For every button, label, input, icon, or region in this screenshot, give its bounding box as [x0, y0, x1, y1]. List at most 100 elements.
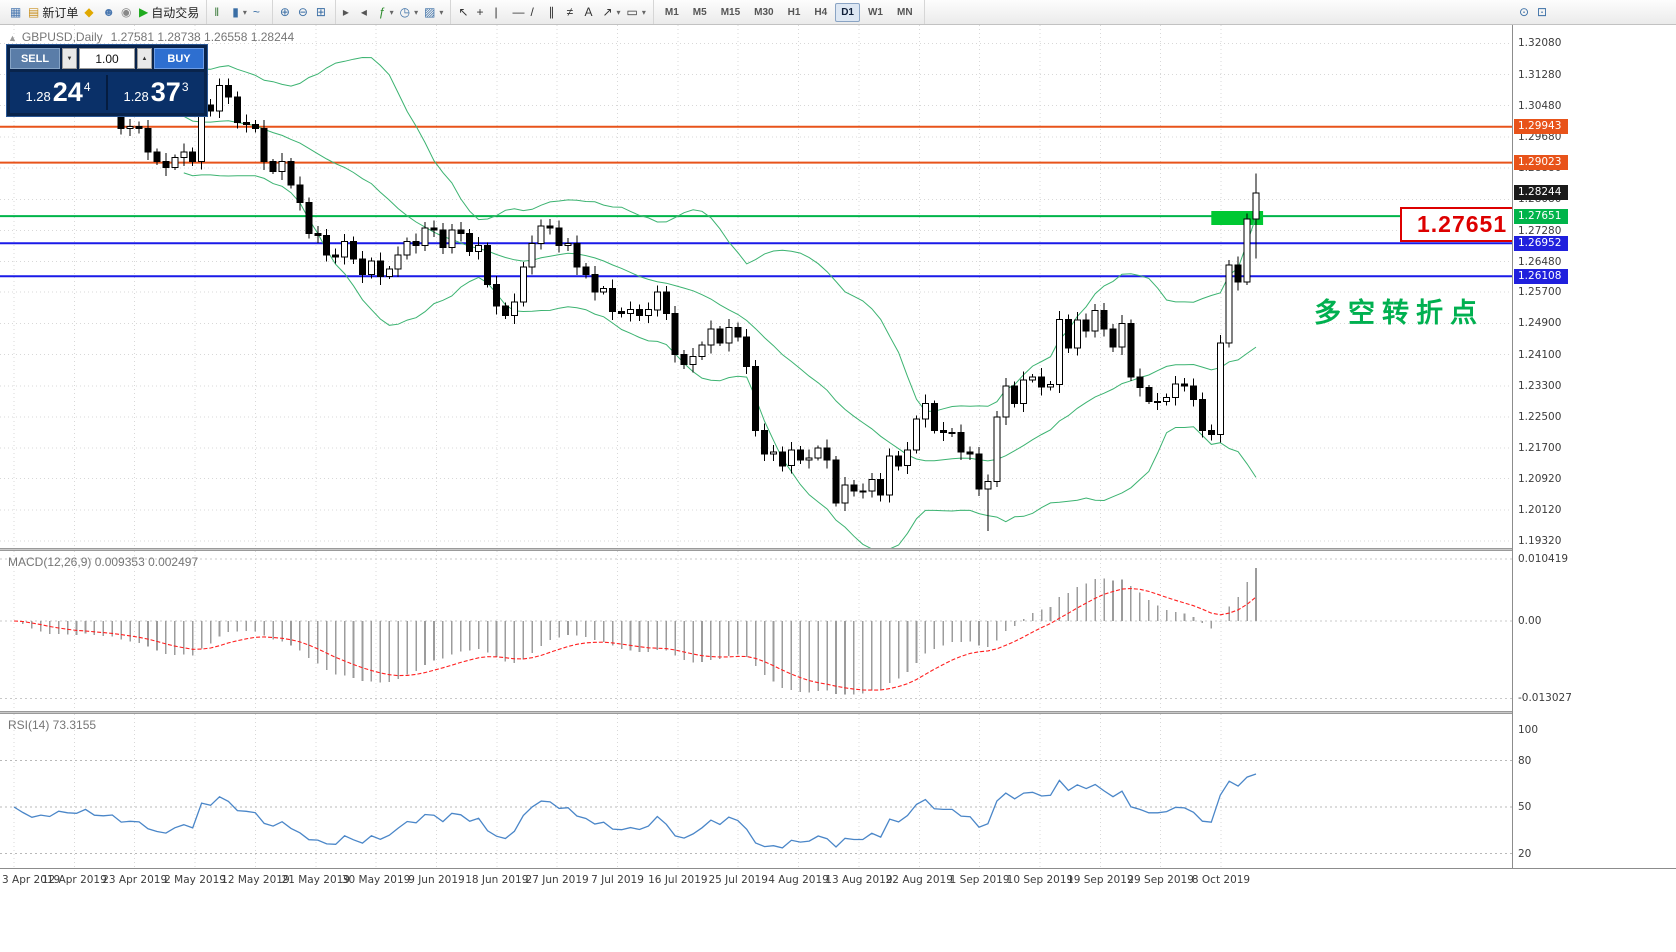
- price-grid-label: 1.24900: [1518, 317, 1562, 330]
- macd-panel[interactable]: MACD(12,26,9) 0.009353 0.002497: [0, 551, 1512, 711]
- price-grid-label: 1.23300: [1518, 379, 1562, 392]
- zoom-in-button[interactable]: ⊕: [277, 2, 295, 22]
- indicators-icon: ƒ: [378, 5, 386, 19]
- timeframe-m5-button[interactable]: M5: [692, 6, 707, 18]
- collapse-panel-icon[interactable]: ▲: [8, 33, 17, 43]
- timeframe-h4-button[interactable]: H4: [814, 6, 828, 18]
- timeframe-w1-button[interactable]: W1: [867, 6, 883, 18]
- profiles-icon: ☻: [102, 5, 115, 19]
- crosshair-button[interactable]: +: [473, 2, 491, 22]
- time-axis-label: 22 Aug 2019: [885, 874, 953, 886]
- candlestick-chart-icon: ▮: [232, 5, 239, 19]
- timeframe-m30-button[interactable]: M30: [754, 6, 774, 18]
- timeframe-mn-button[interactable]: MN: [896, 6, 913, 18]
- rsi-axis-label: 100: [1518, 723, 1539, 736]
- time-axis-label: 12 Apr 2019: [41, 874, 107, 886]
- zoom-out-button[interactable]: ⊖: [295, 2, 313, 22]
- rsi-axis-label: 50: [1518, 801, 1532, 813]
- autotrading-button-label: 自动交易: [151, 5, 200, 20]
- rsi-chart[interactable]: [0, 714, 1512, 868]
- timeframe-d1-button[interactable]: D1: [835, 2, 860, 22]
- data-window-button[interactable]: ◉: [118, 2, 136, 22]
- text-label-icon: A: [584, 5, 593, 19]
- data-window-icon: ◉: [121, 5, 132, 19]
- auto-scroll-button[interactable]: ▸: [340, 2, 358, 22]
- indicators-button[interactable]: ƒ ▾: [376, 2, 397, 22]
- time-axis-label: 1 Sep 2019: [949, 874, 1010, 886]
- cursor-button[interactable]: ↖: [455, 2, 473, 22]
- toolbar-right-group: ⊙ ⊡: [1516, 0, 1552, 24]
- macd-chart[interactable]: [0, 551, 1512, 711]
- periods-button[interactable]: ◷ ▾: [397, 2, 422, 22]
- panel-splitter-2[interactable]: [0, 711, 1676, 714]
- line-chart-button[interactable]: ~: [250, 2, 268, 22]
- profiles-button[interactable]: ☻: [99, 2, 118, 22]
- time-axis-label: 27 Jun 2019: [525, 874, 589, 886]
- equidistant-channel-button[interactable]: ∥: [545, 2, 563, 22]
- panel-splitter-1[interactable]: [0, 548, 1676, 551]
- macd-signal-line: [13, 587, 1257, 691]
- buy-price-display[interactable]: 1.28373: [108, 77, 204, 108]
- price-grid-label: 1.32080: [1518, 37, 1562, 50]
- periods-icon: ◷: [399, 5, 411, 19]
- shapes-button[interactable]: ▭ ▾: [624, 2, 649, 22]
- candlestick-chart[interactable]: [0, 25, 1512, 548]
- sell-price-pipette: 4: [83, 80, 91, 94]
- main-chart-panel[interactable]: ▲ GBPUSD,Daily 1.27581 1.28738 1.26558 1.2…: [0, 25, 1525, 548]
- vertical-line-button[interactable]: |: [491, 2, 509, 22]
- text-label-button[interactable]: A: [581, 2, 599, 22]
- price-level-callout[interactable]: 1.27651: [1400, 207, 1525, 242]
- time-axis-label: 25 Jul 2019: [708, 874, 768, 886]
- dropdown-caret-icon[interactable]: ▾: [641, 7, 646, 17]
- timeframe-group: M1 M5 M15 M30 H1 H4 D1 W1 MN: [654, 0, 925, 24]
- dropdown-caret-icon[interactable]: ▾: [414, 7, 419, 17]
- fibonacci-button[interactable]: ≠: [563, 2, 581, 22]
- price-grid-label: 1.31280: [1518, 68, 1562, 81]
- new-order-button[interactable]: ▤ 新订单: [25, 2, 81, 22]
- new-chart-button[interactable]: ⊡: [1534, 2, 1552, 22]
- search-button[interactable]: ⊙: [1516, 2, 1534, 22]
- candlestick-chart-button[interactable]: ▮ ▾: [229, 2, 250, 22]
- rsi-panel[interactable]: RSI(14) 73.3155: [0, 714, 1512, 868]
- price-grid-label: 1.30480: [1518, 99, 1562, 112]
- sell-price-display[interactable]: 1.28244: [10, 77, 106, 108]
- volume-increase-button[interactable]: ▲: [137, 48, 152, 69]
- support-price-tag-1: 1.26952: [1514, 235, 1568, 251]
- dropdown-caret-icon[interactable]: ▾: [616, 7, 621, 17]
- buy-button[interactable]: BUY: [154, 48, 204, 69]
- time-axis-label: 10 Sep 2019: [1006, 874, 1074, 886]
- sell-price-prefix: 1.28: [25, 89, 51, 104]
- one-click-trading-panel: SELL ▼ ▲ BUY 1.28244 1.28373: [6, 44, 208, 117]
- timeframe-h1-button[interactable]: H1: [787, 6, 801, 18]
- time-axis[interactable]: 3 Apr 2019 12 Apr 2019 23 Apr 2019 2 May 20…: [0, 868, 1676, 894]
- timeframe-m1-button[interactable]: M1: [664, 6, 679, 18]
- expert-advisors-button[interactable]: ◆: [81, 2, 99, 22]
- price-axis[interactable]: 1.320801.312801.304801.296801.288801.280…: [1512, 25, 1676, 868]
- tile-windows-button[interactable]: ⊞: [313, 2, 331, 22]
- macd-histogram: [22, 567, 1257, 695]
- chart-shift-button[interactable]: ◂: [358, 2, 376, 22]
- shapes-icon: ▭: [626, 5, 638, 19]
- trendline-icon: /: [530, 5, 534, 19]
- trendline-button[interactable]: /: [527, 2, 545, 22]
- macd-indicator-label: MACD(12,26,9) 0.009353 0.002497: [8, 555, 199, 569]
- dropdown-caret-icon[interactable]: ▾: [439, 7, 444, 17]
- price-grid-label: 1.25700: [1518, 286, 1562, 299]
- autotrading-icon: ▶: [139, 5, 149, 19]
- templates-button[interactable]: ▨ ▾: [421, 2, 446, 22]
- dropdown-caret-icon[interactable]: ▾: [242, 7, 247, 17]
- pivot-annotation-text[interactable]: 多空转折点: [1314, 298, 1484, 328]
- rsi-grid: [0, 714, 1512, 868]
- pivot-price-tag: 1.27651: [1514, 208, 1568, 224]
- autotrading-button[interactable]: ▶ 自动交易: [136, 2, 202, 22]
- crosshair-icon: +: [476, 5, 484, 19]
- arrow-objects-button[interactable]: ↗ ▾: [599, 2, 623, 22]
- timeframe-m15-button[interactable]: M15: [720, 6, 741, 18]
- sell-button[interactable]: SELL: [10, 48, 60, 69]
- dropdown-caret-icon[interactable]: ▾: [389, 7, 394, 17]
- bar-chart-button[interactable]: ‖: [211, 2, 229, 22]
- horizontal-line-button[interactable]: —: [509, 2, 527, 22]
- volume-input[interactable]: [79, 48, 135, 69]
- volume-decrease-button[interactable]: ▼: [62, 48, 77, 69]
- price-divider: [106, 75, 108, 110]
